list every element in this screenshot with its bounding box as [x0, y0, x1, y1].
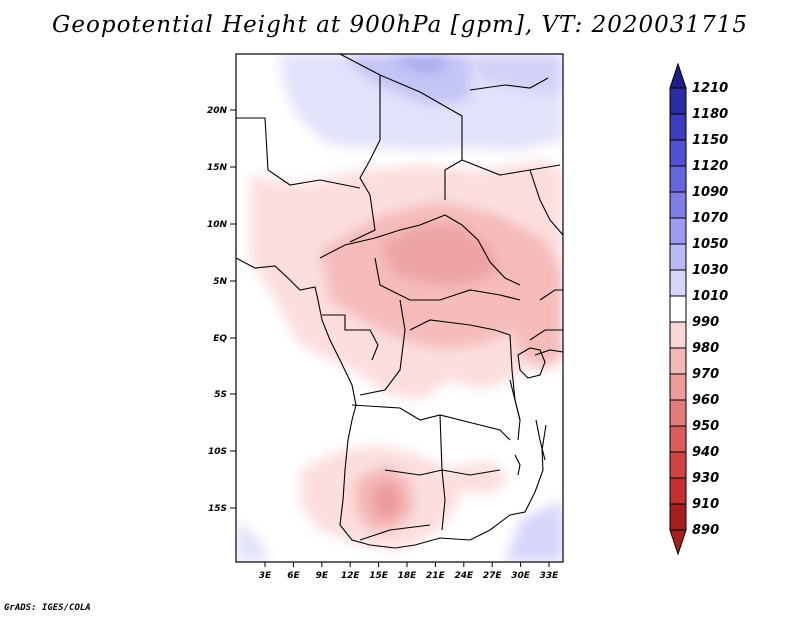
lat-tick-label: EQ — [213, 334, 227, 344]
colorbar-bottom-arrow — [669, 529, 687, 556]
longitude-axis: 3E 6E 9E 12E 15E 18E 21E 24E 27E 30E 33E — [259, 562, 559, 581]
lon-tick-label: 3E — [259, 571, 272, 581]
colorbar-level-label: 1050 — [692, 237, 728, 252]
country-boundaries — [236, 54, 563, 549]
colorbar-swatch — [669, 217, 687, 245]
colorbar-swatch — [669, 139, 687, 167]
colorbar-level-label: 1210 — [692, 81, 728, 96]
colorbar-swatch — [669, 295, 687, 323]
colorbar-top-arrow — [669, 62, 687, 89]
colorbar-swatch — [669, 87, 687, 115]
colorbar-level-label: 910 — [692, 497, 719, 512]
colorbar-level-label: 930 — [692, 471, 719, 486]
lon-tick-label: 30E — [511, 571, 531, 581]
lat-tick-label: 10N — [207, 220, 228, 230]
colorbar-swatch — [669, 503, 687, 531]
colorbar-swatch — [669, 399, 687, 427]
colorbar-level-label: 990 — [692, 315, 719, 330]
lon-tick-label: 15E — [369, 571, 389, 581]
lon-tick-label: 24E — [454, 571, 474, 581]
colorbar-swatch — [669, 425, 687, 453]
shaded-field — [236, 54, 563, 562]
lon-tick-label: 33E — [540, 571, 560, 581]
lat-tick-label: 10S — [208, 447, 227, 457]
plot-frame — [235, 53, 564, 563]
colorbar-level-label: 950 — [692, 419, 719, 434]
lon-tick-label: 27E — [483, 571, 503, 581]
lat-tick-label: 5S — [214, 390, 227, 400]
lat-tick-label: 20N — [207, 106, 228, 116]
lat-tick-label: 15S — [208, 504, 227, 514]
colorbar-swatch — [669, 113, 687, 141]
lon-tick-label: 18E — [398, 571, 418, 581]
colorbar-level-label: 1010 — [692, 289, 728, 304]
colorbar-swatch — [669, 451, 687, 479]
lakes — [509, 347, 546, 476]
lat-tick-label: 5N — [213, 277, 227, 287]
chart-title: Geopotential Height at 900hPa [gpm], VT:… — [52, 12, 748, 38]
colorbar-level-label: 940 — [692, 445, 719, 460]
colorbar-level-label: 1180 — [692, 107, 728, 122]
colorbar-level-label: 1150 — [692, 133, 728, 148]
colorbar-level-label: 1070 — [692, 211, 728, 226]
colorbar: 1210 1180 1150 1120 1090 1070 1050 1030 1010 990 9… — [669, 62, 728, 556]
colorbar-level-label: 1030 — [692, 263, 728, 278]
colorbar-swatch — [669, 243, 687, 271]
grads-credit: GrADS: IGES/COLA — [4, 603, 91, 613]
colorbar-swatch — [669, 165, 687, 193]
lon-tick-label: 21E — [426, 571, 446, 581]
lon-tick-label: 6E — [287, 571, 300, 581]
colorbar-swatch — [669, 191, 687, 219]
colorbar-swatch — [669, 373, 687, 401]
colorbar-level-label: 1090 — [692, 185, 728, 200]
colorbar-swatch — [669, 269, 687, 297]
colorbar-swatch — [669, 321, 687, 349]
lon-tick-label: 12E — [341, 571, 361, 581]
colorbar-swatch — [669, 347, 687, 375]
colorbar-level-label: 890 — [692, 523, 719, 538]
colorbar-level-label: 960 — [692, 393, 719, 408]
lon-tick-label: 9E — [316, 571, 329, 581]
colorbar-swatch — [669, 477, 687, 505]
latitude-axis: 20N 15N 10N 5N EQ 5S 10S 15S — [207, 106, 236, 514]
colorbar-level-label: 970 — [692, 367, 719, 382]
colorbar-level-label: 980 — [692, 341, 719, 356]
lat-tick-label: 15N — [207, 163, 228, 173]
colorbar-level-label: 1120 — [692, 159, 728, 174]
